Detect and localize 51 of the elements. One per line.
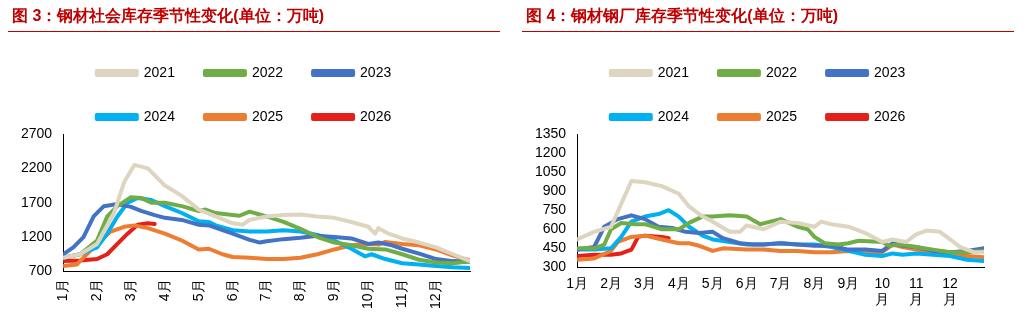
legend-label: 2025 [765,107,798,124]
legend-label: 2022 [251,63,284,80]
y-tick-label: 2700 [20,124,53,141]
x-tick-label: 1月 [54,279,70,302]
x-tick-label: 5月 [189,279,206,302]
x-tick-label: 8月 [803,274,826,291]
x-tick-label: 10月 [874,274,891,308]
x-tick-label: 2月 [600,274,622,291]
legend-label: 2022 [765,63,798,80]
x-tick-label: 10月 [359,279,376,310]
x-tick-label: 5月 [701,274,724,291]
x-tick-label: 11月 [393,279,410,308]
legend-label: 2024 [143,107,176,124]
y-tick-label: 700 [28,262,53,279]
legend-label: 2021 [143,63,176,80]
legend-label: 2021 [657,63,690,80]
y-tick-label: 2200 [20,159,53,176]
x-tick-label: 12月 [942,274,959,308]
x-tick-label: 6月 [223,279,240,302]
chart-title: 图 4：钢材钢厂库存季节性变化(单位：万吨) [522,4,1014,32]
legend-label: 2026 [360,107,392,124]
y-tick-label: 600 [542,220,567,237]
y-tick-label: 1350 [534,124,567,141]
y-tick-label: 750 [542,201,567,218]
y-tick-label: 1050 [534,162,567,179]
x-tick-label: 3月 [634,274,656,291]
x-tick-label: 9月 [325,279,342,302]
chart-title: 图 3：钢材社会库存季节性变化(单位：万吨) [8,4,500,32]
x-tick-label: 8月 [291,279,308,302]
y-tick-label: 1200 [534,143,567,160]
legend-label: 2026 [874,107,906,124]
x-tick-label: 11月 [908,274,924,308]
legend-label: 2023 [360,63,392,80]
legend-label: 2025 [251,107,284,124]
x-tick-label: 3月 [121,279,138,302]
x-tick-label: 2月 [87,279,104,302]
x-tick-label: 4月 [667,274,690,291]
x-tick-label: 7月 [769,274,792,291]
x-tick-label: 12月 [426,279,443,310]
x-tick-label: 4月 [155,279,172,302]
x-tick-label: 6月 [735,274,758,291]
y-tick-label: 450 [542,239,567,256]
y-tick-label: 1200 [20,227,53,244]
y-tick-label: 300 [542,258,567,275]
x-tick-label: 9月 [837,274,860,291]
y-tick-label: 900 [542,182,567,199]
legend-label: 2024 [657,107,690,124]
x-tick-label: 1月 [566,274,589,291]
legend-label: 2023 [874,63,906,80]
y-tick-label: 1700 [20,193,53,210]
x-tick-label: 7月 [257,279,274,302]
